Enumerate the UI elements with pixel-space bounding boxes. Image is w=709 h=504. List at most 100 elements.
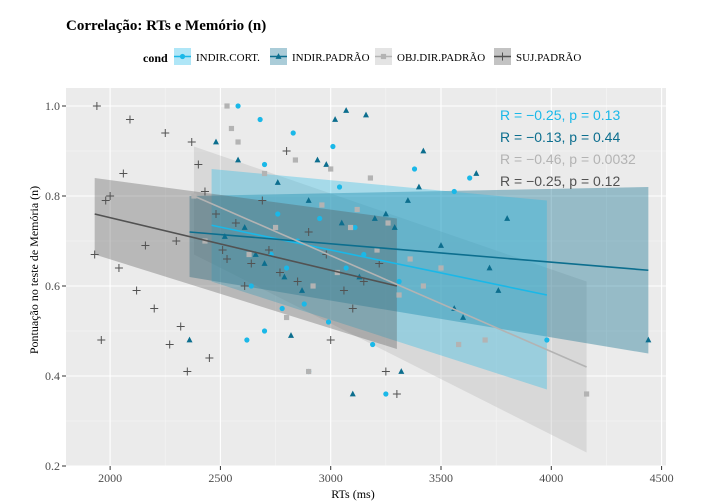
point-indir-cort xyxy=(301,301,307,307)
point-suj-padr-o xyxy=(326,336,335,344)
point-suj-padr-o xyxy=(119,169,128,178)
point-indir-cort xyxy=(383,391,389,397)
point-indir-padr-o xyxy=(299,287,306,293)
point-indir-cort xyxy=(283,265,290,271)
x-tick-label: 4000 xyxy=(539,471,563,485)
point-suj-padr-o xyxy=(172,237,181,245)
legend-key-marker xyxy=(498,52,507,61)
point-suj-padr-o xyxy=(101,196,110,205)
legend-item-indir-padr-o: INDIR.PADRÃO xyxy=(270,48,370,65)
point-suj-padr-o xyxy=(231,219,240,227)
point-indir-padr-o xyxy=(645,336,652,343)
x-tick-label: 4500 xyxy=(650,471,674,485)
point-suj-padr-o xyxy=(240,282,249,290)
point-indir-cort xyxy=(257,116,263,123)
point-indir-padr-o xyxy=(371,215,378,221)
point-indir-cort xyxy=(248,283,254,289)
point-indir-padr-o xyxy=(473,170,480,176)
point-obj-dir-padr-o xyxy=(482,337,488,343)
point-indir-padr-o xyxy=(281,273,288,280)
correlation-label-indir-padr-o: R = −0.13, p = 0.44 xyxy=(500,129,620,145)
y-tick-label: 0.2 xyxy=(45,459,60,473)
confidence-bands xyxy=(94,146,649,453)
point-indir-cort xyxy=(336,184,343,190)
point-suj-padr-o xyxy=(258,196,267,205)
point-indir-cort xyxy=(411,166,418,172)
legend-item-suj-padr-o: SUJ.PADRÃO xyxy=(494,48,581,65)
point-suj-padr-o xyxy=(264,246,273,254)
point-suj-padr-o xyxy=(348,304,357,313)
point-suj-padr-o xyxy=(183,367,192,376)
point-suj-padr-o xyxy=(90,250,99,259)
point-obj-dir-padr-o xyxy=(583,391,590,397)
point-obj-dir-padr-o xyxy=(310,283,316,289)
point-suj-padr-o xyxy=(293,277,302,286)
point-indir-padr-o xyxy=(252,251,259,257)
point-obj-dir-padr-o xyxy=(438,265,444,271)
point-indir-padr-o xyxy=(404,197,411,203)
point-indir-padr-o xyxy=(495,287,502,293)
legend-key-marker xyxy=(275,53,282,59)
x-axis-label: RTs (ms) xyxy=(331,487,374,501)
point-suj-padr-o xyxy=(247,259,256,268)
point-suj-padr-o xyxy=(381,367,390,376)
point-suj-padr-o xyxy=(141,241,150,250)
point-obj-dir-padr-o xyxy=(374,247,380,253)
point-indir-cort xyxy=(275,211,281,217)
point-obj-dir-padr-o xyxy=(272,224,279,231)
point-suj-padr-o xyxy=(187,138,196,146)
correlation-label-obj-dir-padr-o: R = −0.46, p = 0.0032 xyxy=(500,151,636,167)
point-indir-padr-o xyxy=(274,179,281,185)
legend: cond INDIR.CORT. INDIR.PADRÃO OBJ.DIR.PADR… xyxy=(143,48,581,65)
point-suj-padr-o xyxy=(223,255,232,263)
point-indir-cort xyxy=(343,265,349,271)
point-indir-padr-o xyxy=(241,224,248,230)
point-obj-dir-padr-o xyxy=(328,166,334,172)
axes: 2000 2500 3000 3500 4000 4500 0.2 0.4 0.6 0.8 1.0 xyxy=(45,99,674,485)
regression-lines xyxy=(94,195,649,368)
point-obj-dir-padr-o xyxy=(407,256,413,262)
point-obj-dir-padr-o xyxy=(228,125,235,132)
point-suj-padr-o xyxy=(92,102,101,110)
data-points xyxy=(90,102,652,398)
point-suj-padr-o xyxy=(218,246,227,254)
point-suj-padr-o xyxy=(304,228,313,236)
point-suj-padr-o xyxy=(97,336,106,344)
ci-band-suj-padr-o xyxy=(94,178,397,349)
point-indir-cort xyxy=(330,143,336,150)
point-indir-padr-o xyxy=(349,390,356,397)
point-indir-padr-o xyxy=(213,138,219,145)
correlation-label-indir-cort: R = −0.25, p = 0.13 xyxy=(500,107,620,123)
gridlines xyxy=(66,88,666,467)
point-indir-padr-o xyxy=(235,156,242,163)
point-indir-padr-o xyxy=(363,111,369,118)
correlation-label-suj-padr-o: R = −0.25, p = 0.12 xyxy=(500,173,620,189)
correlation-annotations: R = −0.25, p = 0.13 R = −0.13, p = 0.44 R … xyxy=(500,107,636,189)
point-obj-dir-padr-o xyxy=(456,341,462,348)
point-indir-padr-o xyxy=(221,233,228,239)
y-tick-label: 0.6 xyxy=(45,279,60,293)
legend-key-marker xyxy=(179,53,186,60)
point-obj-dir-padr-o xyxy=(292,157,299,163)
point-obj-dir-padr-o xyxy=(261,170,268,177)
ci-band-obj-dir-padr-o xyxy=(193,146,587,453)
point-indir-padr-o xyxy=(420,147,427,154)
ci-band-indir-cort xyxy=(211,169,547,390)
point-indir-padr-o xyxy=(332,116,339,122)
chart-title: Correlação: RTs e Memório (n) xyxy=(66,18,266,34)
plot-area: R = −0.25, p = 0.13 R = −0.13, p = 0.44 R … xyxy=(66,88,666,467)
point-suj-padr-o xyxy=(282,147,291,155)
point-suj-padr-o xyxy=(205,354,214,362)
point-obj-dir-padr-o xyxy=(246,251,252,258)
legend-item-obj-dir-padr-o: OBJ.DIR.PADRÃO xyxy=(375,48,485,65)
point-obj-dir-padr-o xyxy=(354,206,360,213)
point-suj-padr-o xyxy=(125,115,134,124)
point-indir-cort xyxy=(325,319,332,325)
point-indir-padr-o xyxy=(343,107,350,113)
point-suj-padr-o xyxy=(176,322,185,331)
legend-label: INDIR.CORT. xyxy=(196,52,260,64)
point-obj-dir-padr-o xyxy=(283,314,290,321)
y-tick-label: 0.4 xyxy=(45,369,60,383)
